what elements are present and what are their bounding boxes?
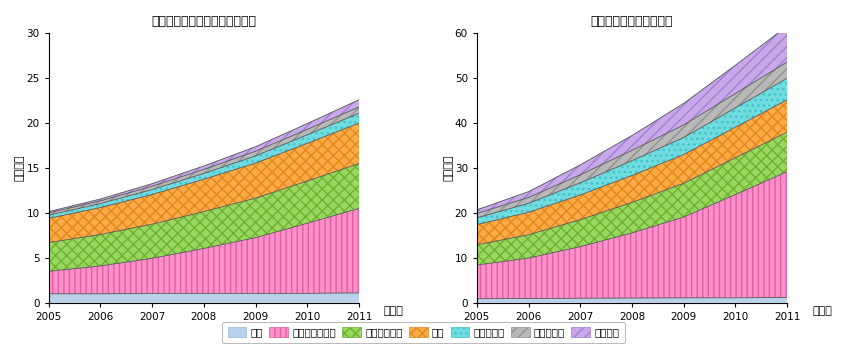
Title: インターネット利用者数の推移: インターネット利用者数の推移 (152, 15, 257, 28)
Y-axis label: （億人）: （億人） (443, 155, 453, 181)
Text: （年）: （年） (384, 306, 404, 316)
Text: （年）: （年） (812, 306, 832, 316)
Legend: 日本, アジア・太平洋, アメリカ大陸, 欧州, 旧ソ連諸国, アラブ諸国, アフリカ: 日本, アジア・太平洋, アメリカ大陸, 欧州, 旧ソ連諸国, アラブ諸国, ア… (223, 322, 624, 343)
Title: 携帯電話加入者数の推移: 携帯電話加入者数の推移 (590, 15, 673, 28)
Y-axis label: （億人）: （億人） (15, 155, 25, 181)
